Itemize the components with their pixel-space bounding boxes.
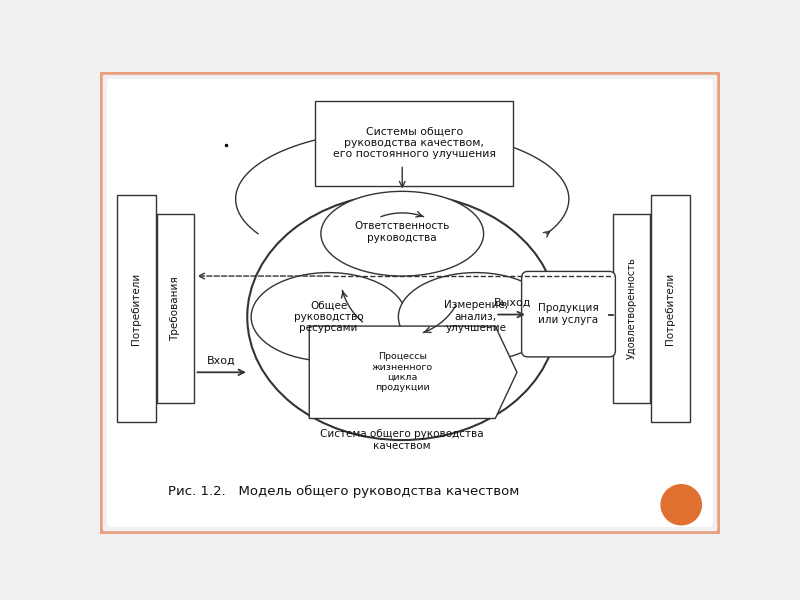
Text: Общее
руководство
ресурсами: Общее руководство ресурсами: [294, 300, 363, 334]
Text: Ответственность
руководства: Ответственность руководства: [354, 221, 450, 243]
Text: Потребители: Потребители: [131, 272, 142, 344]
FancyBboxPatch shape: [100, 72, 720, 534]
Polygon shape: [310, 326, 517, 419]
Text: Требования: Требования: [170, 276, 180, 341]
Text: Измерение,
анализ,
улучшение: Измерение, анализ, улучшение: [444, 300, 508, 334]
Text: Системы общего
руководства качеством,
его постоянного улучшения: Системы общего руководства качеством, ег…: [333, 126, 496, 160]
Text: Продукция
или услуга: Продукция или услуга: [538, 304, 599, 325]
Text: Рис. 1.2.   Модель общего руководства качеством: Рис. 1.2. Модель общего руководства каче…: [168, 485, 519, 498]
Ellipse shape: [398, 272, 554, 361]
Text: Удовлетворенность: Удовлетворенность: [626, 257, 637, 359]
Text: Система общего руководства
качеством: Система общего руководства качеством: [321, 429, 484, 451]
Bar: [117, 195, 156, 422]
Bar: [315, 101, 513, 186]
Text: Процессы
жизненного
цикла
продукции: Процессы жизненного цикла продукции: [372, 352, 433, 392]
Ellipse shape: [251, 272, 406, 361]
FancyBboxPatch shape: [522, 271, 615, 357]
Bar: [613, 214, 650, 403]
Text: Выход: Выход: [494, 298, 531, 308]
Text: Потребители: Потребители: [666, 272, 675, 344]
Ellipse shape: [321, 191, 484, 276]
Text: Вход: Вход: [207, 356, 236, 366]
FancyBboxPatch shape: [108, 80, 712, 526]
Bar: [651, 195, 690, 422]
Bar: [157, 214, 194, 403]
Ellipse shape: [247, 194, 558, 440]
Circle shape: [661, 485, 702, 525]
